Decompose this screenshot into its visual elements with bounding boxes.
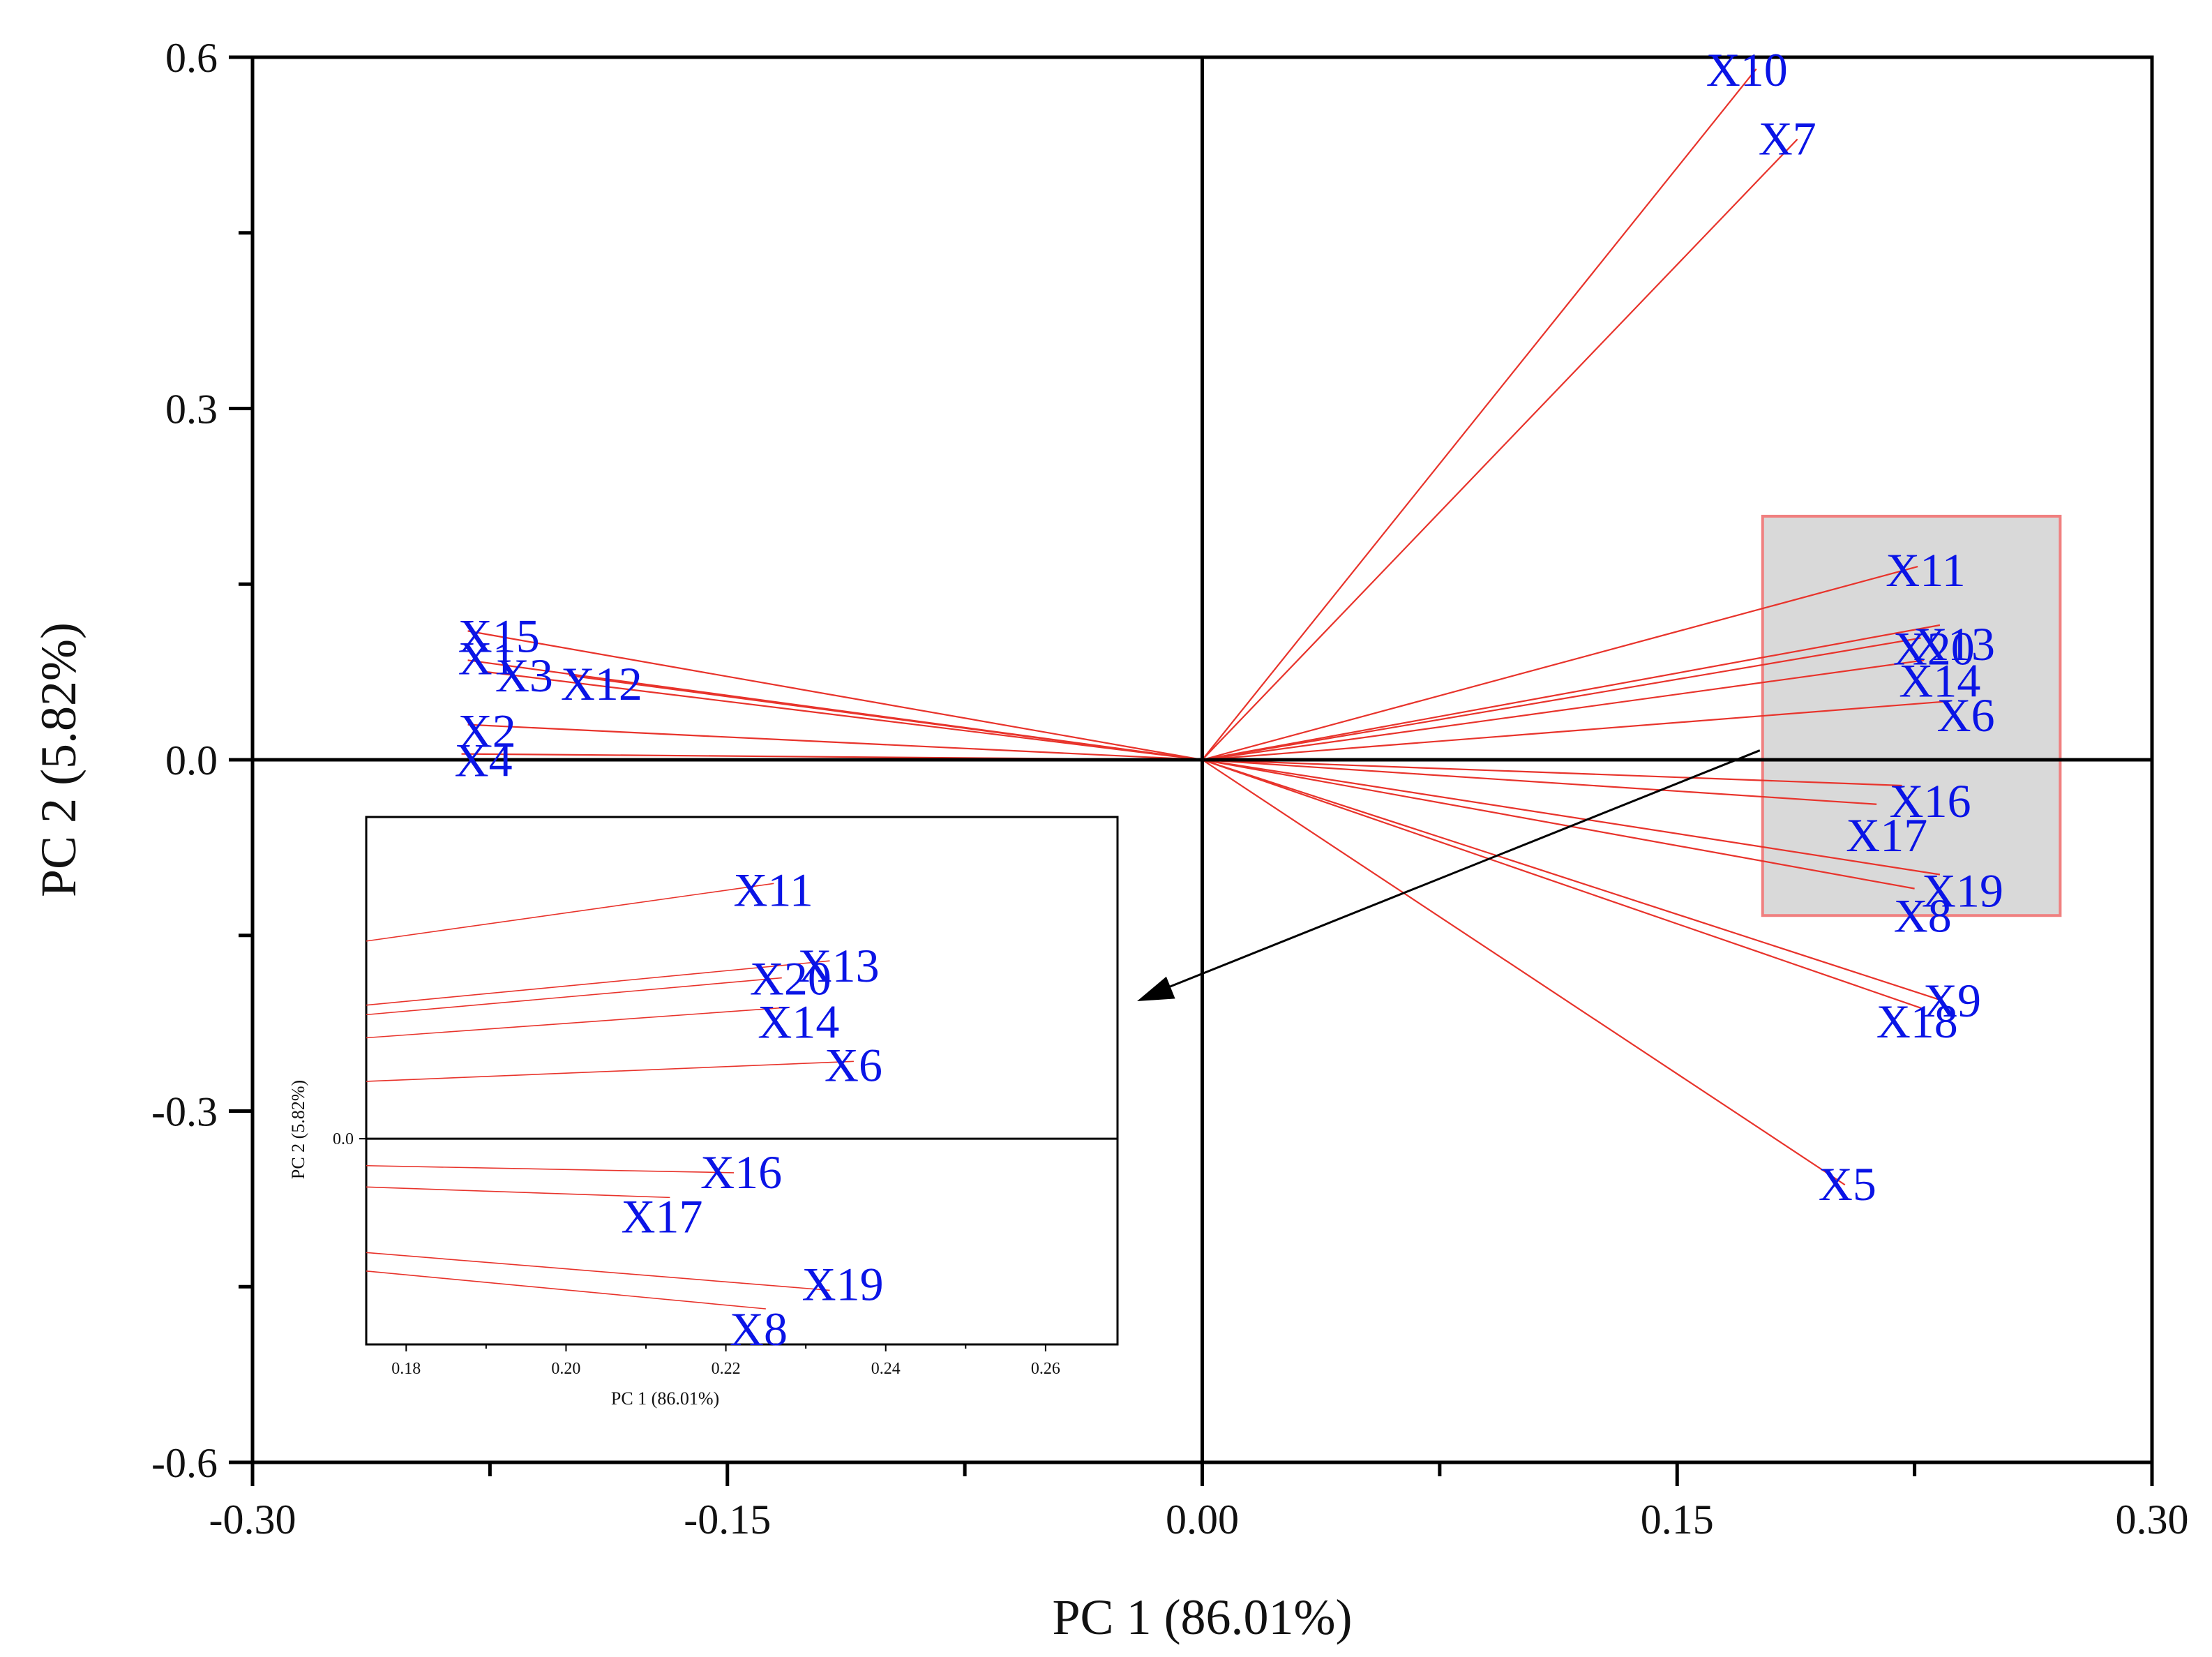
variable-label-x10: X10	[1706, 43, 1788, 96]
variable-label-x20: X20	[1893, 622, 1975, 675]
variable-label-x3: X3	[495, 649, 553, 702]
x-tick-label: -0.30	[209, 1497, 296, 1543]
loading-vector-x13	[1202, 624, 1941, 761]
loading-vector-x14	[1202, 659, 1925, 761]
inset-y-axis-title: PC 2 (5.82%)	[288, 1080, 308, 1179]
loading-vector-x5	[1201, 759, 1846, 1186]
variable-label-x6: X6	[1937, 689, 1995, 742]
variable-label-x13: X13	[1913, 617, 1995, 670]
variable-label-x1: X1	[458, 631, 516, 684]
x-tick-label: 0.00	[1166, 1497, 1239, 1543]
variable-label-x4: X4	[455, 734, 513, 787]
y-tick-label: -0.3	[151, 1089, 218, 1135]
variable-label-x18: X18	[1876, 995, 1958, 1048]
variable-label-x15: X15	[458, 609, 540, 662]
loading-vector-x17	[1202, 758, 1877, 805]
y-tick-label: 0.6	[165, 35, 218, 81]
zoom-arrow-line	[1164, 749, 1761, 990]
inset-x-tick-label: 0.26	[1031, 1360, 1060, 1378]
highlight-region-layer	[1761, 514, 2062, 917]
variable-label-x14: X14	[1899, 654, 1980, 707]
loading-vector-x11	[1202, 566, 1918, 761]
loading-labels: X1X2X3X4X5X6X7X8X9X10X11X12X13X14X15X16X…	[455, 43, 2004, 1210]
inset-zoom-panel: 0.18 0.20 0.22 0.24 0.26 0.0 PC 1 (86.01%) PC 2…	[288, 816, 1119, 1409]
inset-variable-label-x13: X13	[798, 939, 880, 992]
x-tick-label: 0.15	[1641, 1497, 1714, 1543]
highlight-region	[1761, 514, 2062, 917]
inset-x-tick-label: 0.20	[551, 1360, 580, 1378]
variable-label-x11: X11	[1886, 543, 1966, 597]
inset-vector-x13	[366, 960, 830, 1006]
loading-vector-x15	[467, 630, 1203, 761]
loading-vector-x12	[569, 675, 1203, 761]
loading-vector-x8	[1202, 758, 1915, 890]
main-axes: -0.30 -0.15 0.00 0.15 0.30 0.6 0.3 0.0 -0.3 -0.6	[151, 35, 2188, 1543]
inset-y-tick-label: 0.0	[333, 1130, 354, 1148]
loading-vector-x6	[1202, 700, 1950, 761]
inset-frame	[365, 816, 1119, 1346]
inset-vector-x16	[366, 1164, 735, 1174]
x-axis-title: PC 1 (86.01%)	[1053, 1589, 1353, 1645]
inset-variable-label-x19: X19	[802, 1257, 884, 1310]
inset-vector-x11	[366, 883, 774, 942]
variable-label-x9: X9	[1923, 974, 1981, 1027]
inset-vector-x17	[366, 1186, 670, 1199]
x-tick-label: -0.15	[684, 1497, 771, 1543]
y-tick-label: 0.3	[165, 387, 218, 433]
inset-variable-label-x11: X11	[733, 863, 813, 916]
y-tick-label: -0.6	[151, 1440, 218, 1486]
inset-variable-label-x16: X16	[700, 1146, 782, 1199]
loading-vector-x9	[1202, 758, 1941, 1001]
inset-x-tick-label: 0.22	[712, 1360, 741, 1378]
variable-label-x5: X5	[1819, 1157, 1876, 1210]
loading-vector-x2	[467, 723, 1203, 761]
variable-label-x17: X17	[1846, 809, 1927, 862]
loading-vector-x10	[1201, 68, 1757, 760]
inset-vector-x14	[366, 1006, 790, 1039]
loading-vector-x16	[1202, 758, 1902, 787]
zoom-arrow-head	[1137, 976, 1175, 1001]
inset-x-tick-label: 0.18	[391, 1360, 421, 1378]
loading-vector-x20	[1202, 637, 1921, 761]
inset-vector-x6	[366, 1060, 854, 1082]
inset-variable-label-x14: X14	[758, 996, 839, 1049]
variable-label-x7: X7	[1759, 112, 1816, 165]
loading-vector-x3	[486, 671, 1203, 761]
inset-variable-label-x20: X20	[750, 952, 832, 1005]
loading-vector-x18	[1202, 758, 1922, 1009]
loading-vector-x7	[1201, 138, 1798, 760]
x-tick-label: 0.30	[2116, 1497, 2189, 1543]
inset-vector-x19	[366, 1252, 830, 1291]
inset-x-tick-label: 0.24	[871, 1360, 901, 1378]
variable-label-x8: X8	[1894, 890, 1952, 943]
inset-x-axis-title: PC 1 (86.01%)	[611, 1388, 719, 1409]
loading-vectors	[461, 68, 1950, 1186]
y-tick-label: 0.0	[165, 737, 218, 783]
inset-variable-label-x6: X6	[825, 1038, 882, 1091]
loading-vector-x19	[1202, 758, 1941, 876]
inset-variable-label-x17: X17	[621, 1190, 702, 1243]
variable-label-x16: X16	[1889, 774, 1971, 827]
inset-vector-x20	[366, 977, 782, 1016]
inset-vector-x8	[366, 1270, 766, 1310]
inset-variable-label-x8: X8	[730, 1303, 788, 1356]
y-axis-title: PC 2 (5.82%)	[31, 622, 86, 897]
variable-label-x12: X12	[561, 657, 642, 710]
variable-label-x2: X2	[458, 705, 516, 758]
variable-label-x19: X19	[1922, 864, 2003, 917]
zoom-arrow	[1137, 749, 1761, 1001]
